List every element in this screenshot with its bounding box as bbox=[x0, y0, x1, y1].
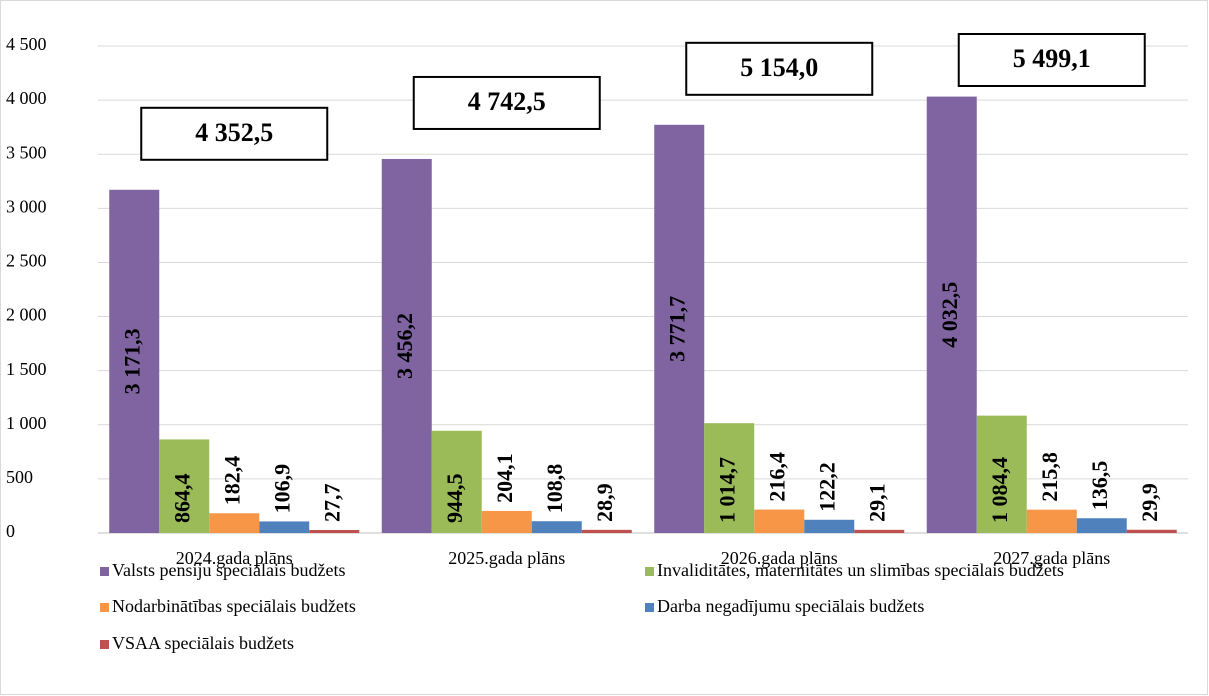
y-tick-label: 500 bbox=[6, 467, 33, 487]
total-label: 4 352,5 bbox=[195, 118, 273, 147]
legend-label: Valsts pensiju speciālais budžets bbox=[112, 560, 345, 580]
bar bbox=[976, 415, 1027, 533]
bar bbox=[654, 124, 705, 534]
value-label: 29,1 bbox=[864, 483, 889, 522]
x-tick-label: 2025.gada plāns bbox=[448, 548, 565, 568]
y-tick-label: 3 000 bbox=[6, 196, 47, 216]
bar bbox=[1126, 529, 1177, 533]
value-label: 944,5 bbox=[442, 474, 467, 524]
y-tick-label: 1 000 bbox=[6, 413, 47, 433]
value-label: 3 771,7 bbox=[664, 296, 689, 362]
legend-label: Invaliditātes, maternitātes un slimības … bbox=[657, 560, 1064, 580]
value-label: 3 171,3 bbox=[119, 328, 144, 394]
x-tick-label: 2027.gada plāns bbox=[993, 548, 1110, 568]
legend-swatch bbox=[645, 603, 654, 612]
value-label: 29,9 bbox=[1137, 483, 1162, 522]
total-label: 5 154,0 bbox=[740, 53, 818, 82]
value-label: 122,2 bbox=[814, 462, 839, 512]
bar bbox=[581, 529, 632, 533]
y-tick-label: 4 000 bbox=[6, 88, 47, 108]
y-tick-label: 2 000 bbox=[6, 305, 47, 325]
x-tick-label: 2026.gada plāns bbox=[721, 548, 838, 568]
bar bbox=[926, 96, 977, 534]
bar bbox=[704, 423, 755, 533]
x-tick-label: 2024.gada plāns bbox=[176, 548, 293, 568]
value-label: 216,4 bbox=[764, 452, 789, 502]
y-tick-label: 1 500 bbox=[6, 359, 47, 379]
total-label: 5 499,1 bbox=[1013, 44, 1091, 73]
legend-swatch bbox=[100, 603, 109, 612]
y-tick-label: 2 500 bbox=[6, 251, 47, 271]
bar bbox=[109, 189, 160, 533]
value-label: 136,5 bbox=[1087, 461, 1112, 511]
value-label: 182,4 bbox=[219, 456, 244, 506]
legend-swatch bbox=[645, 567, 654, 576]
bar bbox=[481, 510, 532, 533]
y-tick-label: 3 500 bbox=[6, 142, 47, 162]
value-label: 108,8 bbox=[542, 464, 567, 514]
y-tick-label: 4 500 bbox=[6, 34, 47, 54]
total-box bbox=[140, 106, 329, 161]
total-box bbox=[957, 33, 1146, 87]
value-label: 215,8 bbox=[1037, 452, 1062, 502]
total-label: 4 742,5 bbox=[468, 87, 546, 116]
value-label: 28,9 bbox=[592, 483, 617, 522]
bar bbox=[309, 530, 360, 533]
total-box bbox=[412, 75, 601, 130]
bar bbox=[754, 509, 805, 533]
bar bbox=[381, 158, 432, 534]
bar bbox=[854, 529, 905, 533]
bar bbox=[209, 513, 260, 533]
value-label: 204,1 bbox=[492, 453, 517, 503]
value-label: 1 084,4 bbox=[987, 457, 1012, 523]
y-tick-label: 0 bbox=[6, 521, 15, 541]
value-label: 1 014,7 bbox=[714, 457, 739, 523]
legend-swatch bbox=[100, 567, 109, 576]
bar bbox=[159, 439, 210, 533]
legend-swatch bbox=[100, 640, 109, 649]
legend-label: VSAA speciālais budžets bbox=[112, 633, 294, 653]
bar bbox=[804, 519, 855, 533]
value-label: 27,7 bbox=[319, 484, 344, 523]
bar bbox=[1026, 509, 1077, 533]
value-label: 106,9 bbox=[269, 464, 294, 514]
legend-label: Nodarbinātības speciālais budžets bbox=[112, 596, 356, 616]
bar bbox=[431, 430, 482, 533]
value-label: 3 456,2 bbox=[392, 313, 417, 379]
legend-label: Darba negadījumu speciālais budžets bbox=[657, 596, 924, 616]
value-label: 4 032,5 bbox=[937, 282, 962, 348]
bar bbox=[259, 521, 310, 533]
bar bbox=[531, 521, 582, 533]
value-label: 864,4 bbox=[169, 474, 194, 524]
total-box bbox=[685, 41, 874, 96]
bar bbox=[1076, 518, 1127, 533]
